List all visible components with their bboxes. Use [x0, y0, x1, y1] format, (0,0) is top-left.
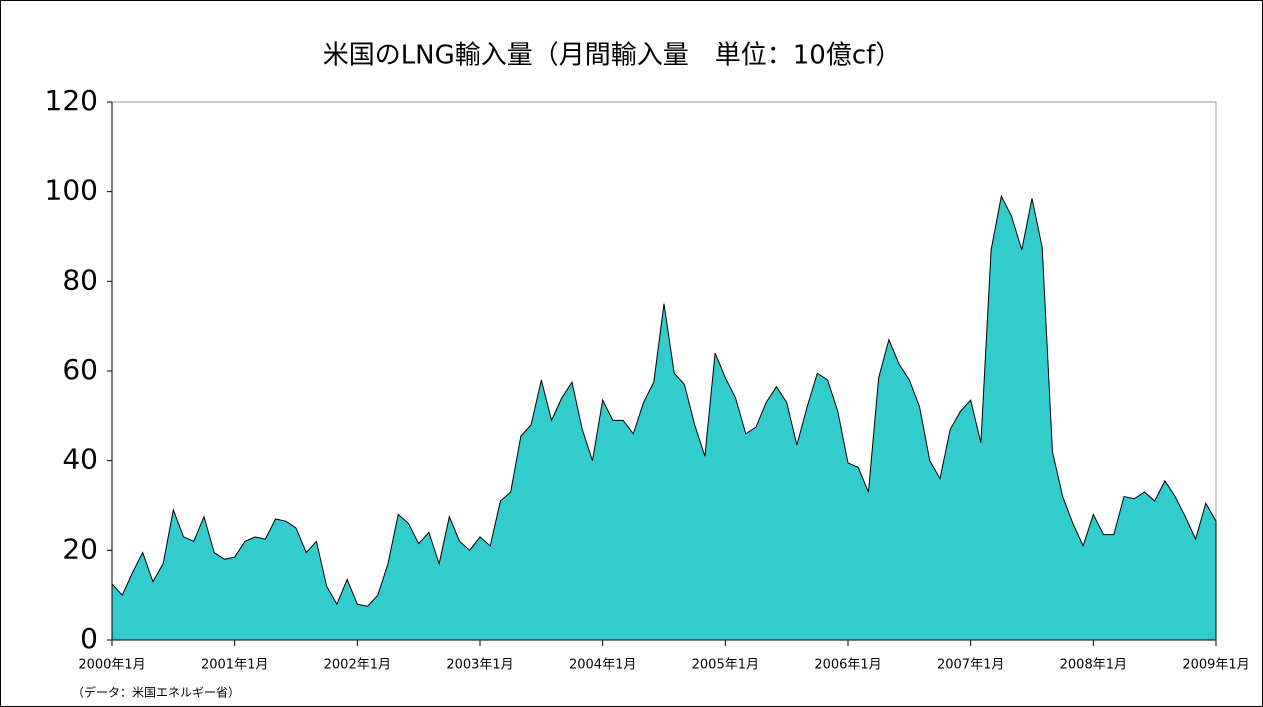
- x-tick-label: 2001年1月: [201, 658, 268, 673]
- x-tick-label: 2009年1月: [1182, 658, 1249, 673]
- area: [111, 194, 1217, 641]
- x-tick-label: 2000年1月: [78, 658, 145, 673]
- y-tick-label: 60: [62, 353, 98, 386]
- y-tick-label: 80: [62, 263, 98, 296]
- chart-title: 米国のLNG輸入量（月間輸入量 単位：10億cf）: [323, 41, 902, 71]
- x-tick-label: 2006年1月: [814, 658, 881, 673]
- y-tick-label: 120: [45, 84, 98, 117]
- y-tick-label: 20: [62, 532, 98, 565]
- y-tick-label: 100: [45, 174, 98, 207]
- y-tick-label: 40: [62, 443, 98, 476]
- x-tick-label: 2005年1月: [692, 658, 759, 673]
- y-tick-label: 0: [80, 622, 98, 655]
- x-tick-label: 2004年1月: [569, 658, 636, 673]
- source-note: （データ：米国エネルギー省）: [72, 685, 240, 700]
- x-tick-label: 2003年1月: [446, 658, 513, 673]
- x-tick-label: 2002年1月: [324, 658, 391, 673]
- x-tick-label: 2008年1月: [1060, 658, 1127, 673]
- x-tick-label: 2007年1月: [937, 658, 1004, 673]
